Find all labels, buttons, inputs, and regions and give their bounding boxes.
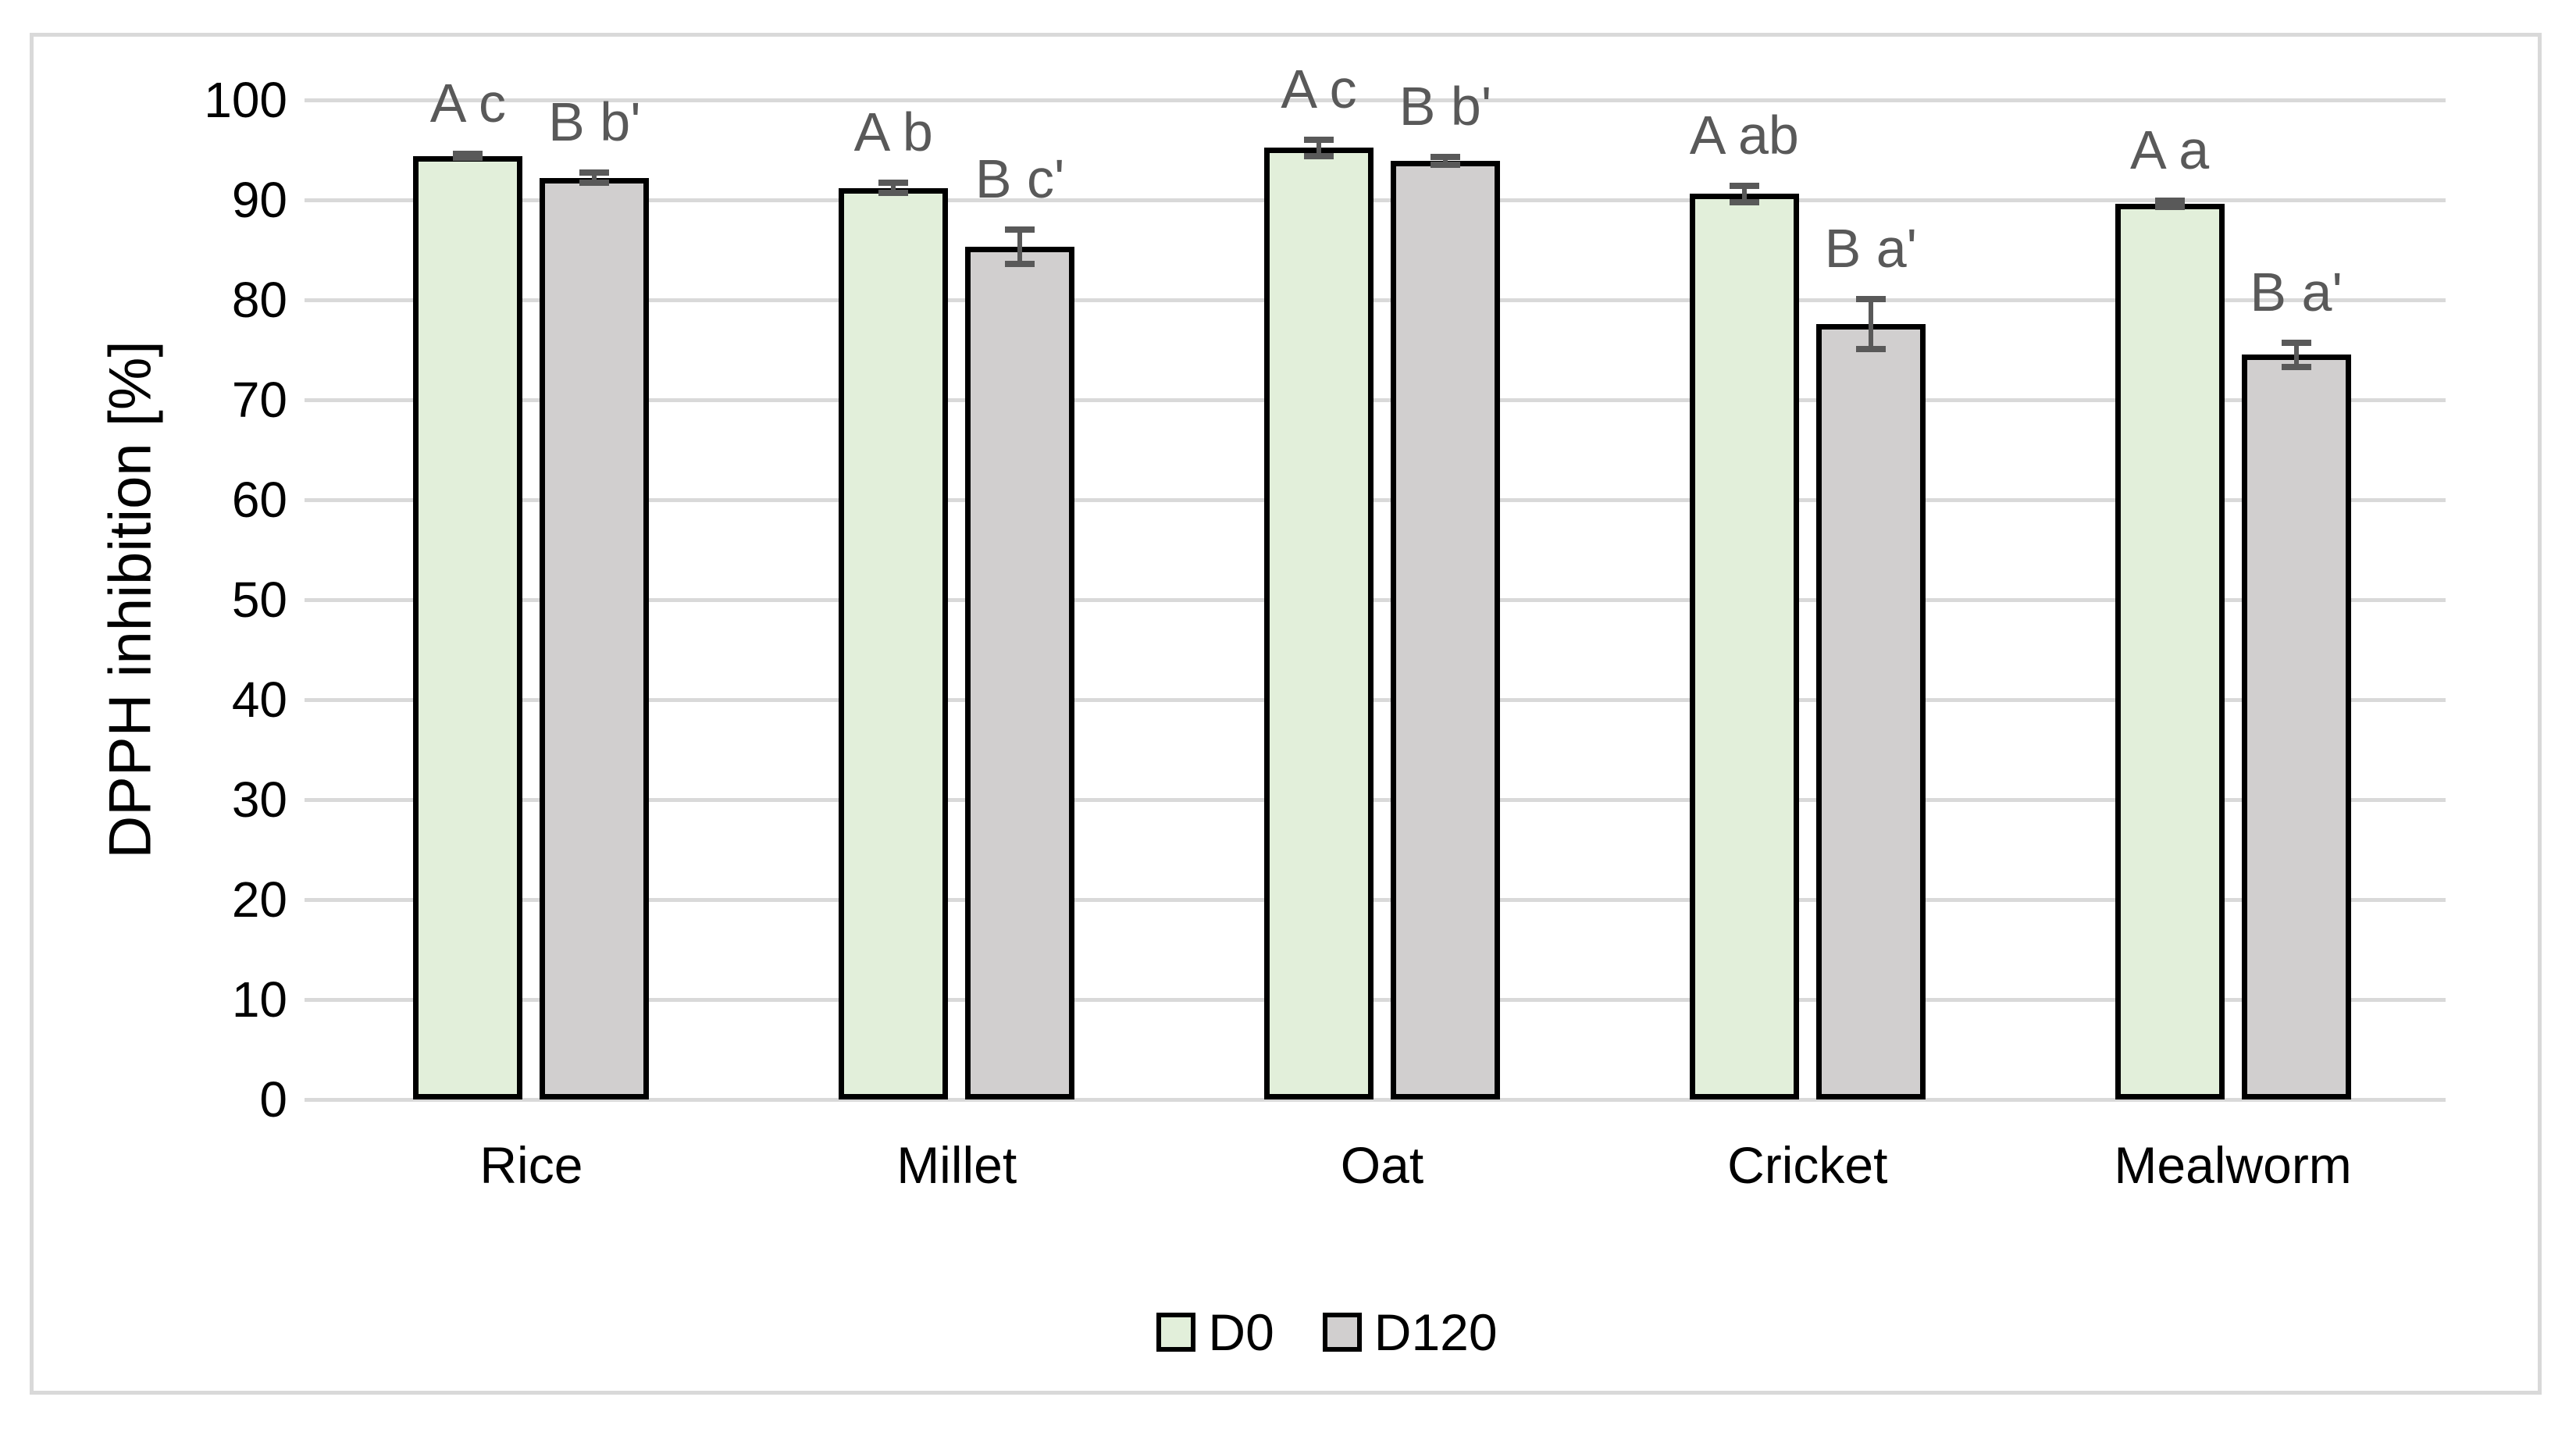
y-gridline [305, 298, 2446, 302]
legend-label-d0: D0 [1208, 1303, 1274, 1361]
error-bar-line-rice-d120 [592, 173, 597, 184]
error-bar-cap-bottom-rice-d0 [453, 155, 483, 162]
error-bar-cap-bottom-millet-d120 [1005, 260, 1035, 267]
bar-millet-d0 [839, 187, 949, 1099]
error-bar-cap-top-millet-d0 [878, 180, 909, 187]
y-gridline [305, 997, 2446, 1002]
bar-cricket-d0 [1689, 194, 1799, 1099]
legend-label-d120: D120 [1374, 1303, 1498, 1361]
significance-label-mealworm-d0: A a [2129, 119, 2210, 181]
error-bar-line-cricket-d0 [1741, 186, 1747, 202]
error-bar-cap-top-oat-d120 [1431, 153, 1460, 160]
error-bar-cap-top-cricket-d0 [1729, 183, 1759, 190]
y-gridline [305, 697, 2446, 702]
y-gridline [305, 597, 2446, 602]
y-tick-label: 60 [231, 472, 287, 528]
error-bar-cap-bottom-cricket-d0 [1729, 198, 1759, 205]
significance-label-oat-d0: A c [1281, 59, 1357, 120]
error-bar-line-millet-d0 [891, 183, 896, 194]
bar-oat-d0 [1264, 148, 1374, 1099]
bar-rice-d0 [413, 155, 523, 1099]
y-gridline [305, 397, 2446, 402]
error-bar-cap-bottom-oat-d0 [1304, 152, 1334, 159]
significance-label-millet-d120: B c' [974, 148, 1065, 210]
significance-label-mealworm-d120: B a' [2250, 262, 2343, 323]
legend-swatch-d120 [1322, 1313, 1362, 1352]
legend-swatch-d0 [1156, 1313, 1196, 1352]
y-tick-label: 30 [231, 772, 287, 828]
legend-item-d0: D0 [1156, 1302, 1274, 1362]
y-gridline [305, 797, 2446, 802]
bar-cricket-d120 [1815, 323, 1926, 1099]
y-tick-label: 70 [231, 372, 287, 428]
y-gridline [305, 198, 2446, 202]
bar-oat-d120 [1391, 161, 1500, 1099]
error-bar-cap-bottom-mealworm-d0 [2154, 203, 2185, 210]
error-bar-cap-bottom-oat-d120 [1431, 162, 1460, 169]
bar-rice-d120 [540, 177, 650, 1099]
y-tick-label: 90 [231, 172, 287, 228]
y-tick-label: 10 [231, 971, 287, 1028]
error-bar-cap-top-cricket-d120 [1855, 295, 1886, 302]
x-category-label: Millet [896, 1136, 1017, 1194]
error-bar-line-millet-d120 [1017, 230, 1023, 264]
x-category-label: Rice [479, 1136, 583, 1194]
y-gridline [305, 497, 2446, 502]
y-tick-label: 80 [231, 272, 287, 328]
error-bar-cap-bottom-mealworm-d120 [2281, 363, 2311, 370]
error-bar-cap-top-rice-d120 [579, 169, 610, 176]
legend-item-d120: D120 [1322, 1302, 1498, 1362]
error-bar-line-cricket-d120 [1868, 298, 1873, 349]
y-gridline [305, 1097, 2446, 1102]
significance-label-oat-d120: B b' [1398, 75, 1492, 137]
y-tick-label: 100 [204, 72, 287, 128]
error-bar-cap-bottom-rice-d120 [579, 180, 610, 187]
y-gridline [305, 897, 2446, 902]
error-bar-cap-top-mealworm-d120 [2281, 340, 2311, 347]
y-gridline [305, 98, 2446, 102]
significance-label-millet-d0: A b [853, 102, 933, 163]
error-bar-cap-bottom-millet-d0 [878, 190, 909, 197]
error-bar-cap-bottom-cricket-d120 [1855, 345, 1886, 352]
error-bar-cap-top-oat-d0 [1304, 137, 1334, 144]
bar-mealworm-d0 [2115, 204, 2225, 1099]
significance-label-cricket-d120: B a' [1824, 217, 1918, 279]
x-category-label: Cricket [1727, 1136, 1888, 1194]
error-bar-cap-top-rice-d0 [453, 151, 483, 158]
y-tick-label: 50 [231, 572, 287, 628]
bar-mealworm-d120 [2241, 355, 2351, 1099]
y-tick-label: 0 [259, 1071, 287, 1128]
error-bar-cap-top-millet-d120 [1005, 226, 1035, 233]
y-tick-label: 40 [231, 672, 287, 728]
error-bar-line-oat-d0 [1317, 140, 1321, 156]
y-tick-label: 20 [231, 871, 287, 928]
significance-label-cricket-d0: A ab [1689, 105, 1799, 166]
significance-label-rice-d120: B b' [548, 91, 641, 153]
x-category-label: Mealworm [2114, 1136, 2352, 1194]
error-bar-line-oat-d120 [1443, 156, 1448, 166]
chart-outer-border [30, 33, 2542, 1395]
error-bar-cap-top-mealworm-d0 [2154, 198, 2185, 205]
x-category-label: Oat [1340, 1136, 1424, 1194]
error-bar-line-mealworm-d120 [2293, 343, 2299, 367]
bar-millet-d120 [965, 247, 1075, 1099]
significance-label-rice-d0: A c [429, 73, 507, 134]
legend: D0 D120 [39, 1302, 2576, 1362]
